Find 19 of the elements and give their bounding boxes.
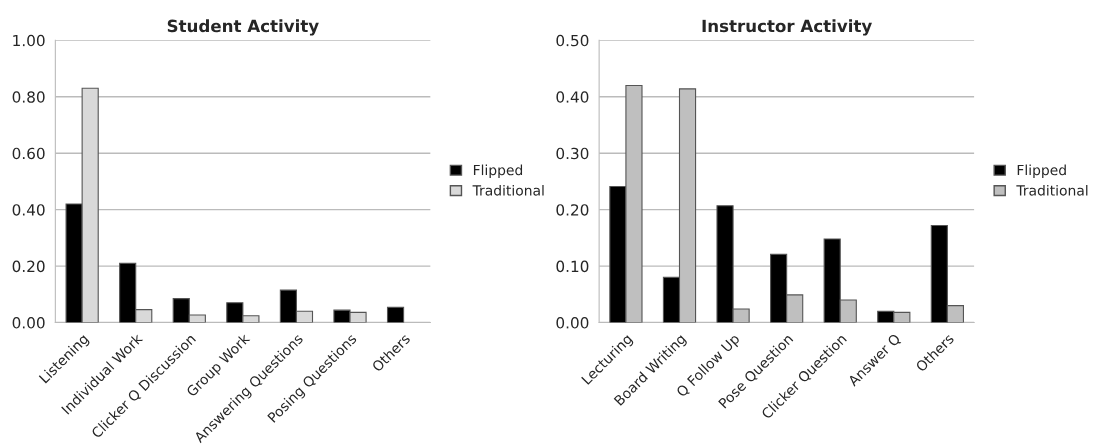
y-tick-label: 0.40: [556, 91, 589, 103]
y-tick-label: 0.00: [12, 317, 45, 329]
legend-label: Traditional: [472, 184, 544, 196]
chart-title: Instructor Activity: [702, 19, 872, 36]
legend-label: Traditional: [1016, 184, 1088, 196]
legend-label: Flipped: [473, 164, 523, 178]
y-tick-label: 0.50: [556, 34, 589, 47]
y-tick-label: 0.20: [556, 204, 589, 216]
legend-label: Flipped: [1017, 164, 1066, 178]
y-tick-label: 0.20: [12, 260, 45, 273]
y-tick-label: 0.80: [12, 91, 45, 103]
y-tick-label: 1.00: [13, 34, 45, 47]
y-tick-label: 0.00: [556, 317, 589, 329]
y-tick-label: 0.40: [12, 204, 45, 216]
y-tick-label: 0.30: [556, 147, 589, 160]
y-tick-label: 0.10: [556, 260, 589, 273]
bar: [386, 306, 405, 323]
y-tick-label: 0.60: [12, 147, 45, 160]
chart-title: Student Activity: [167, 19, 319, 36]
